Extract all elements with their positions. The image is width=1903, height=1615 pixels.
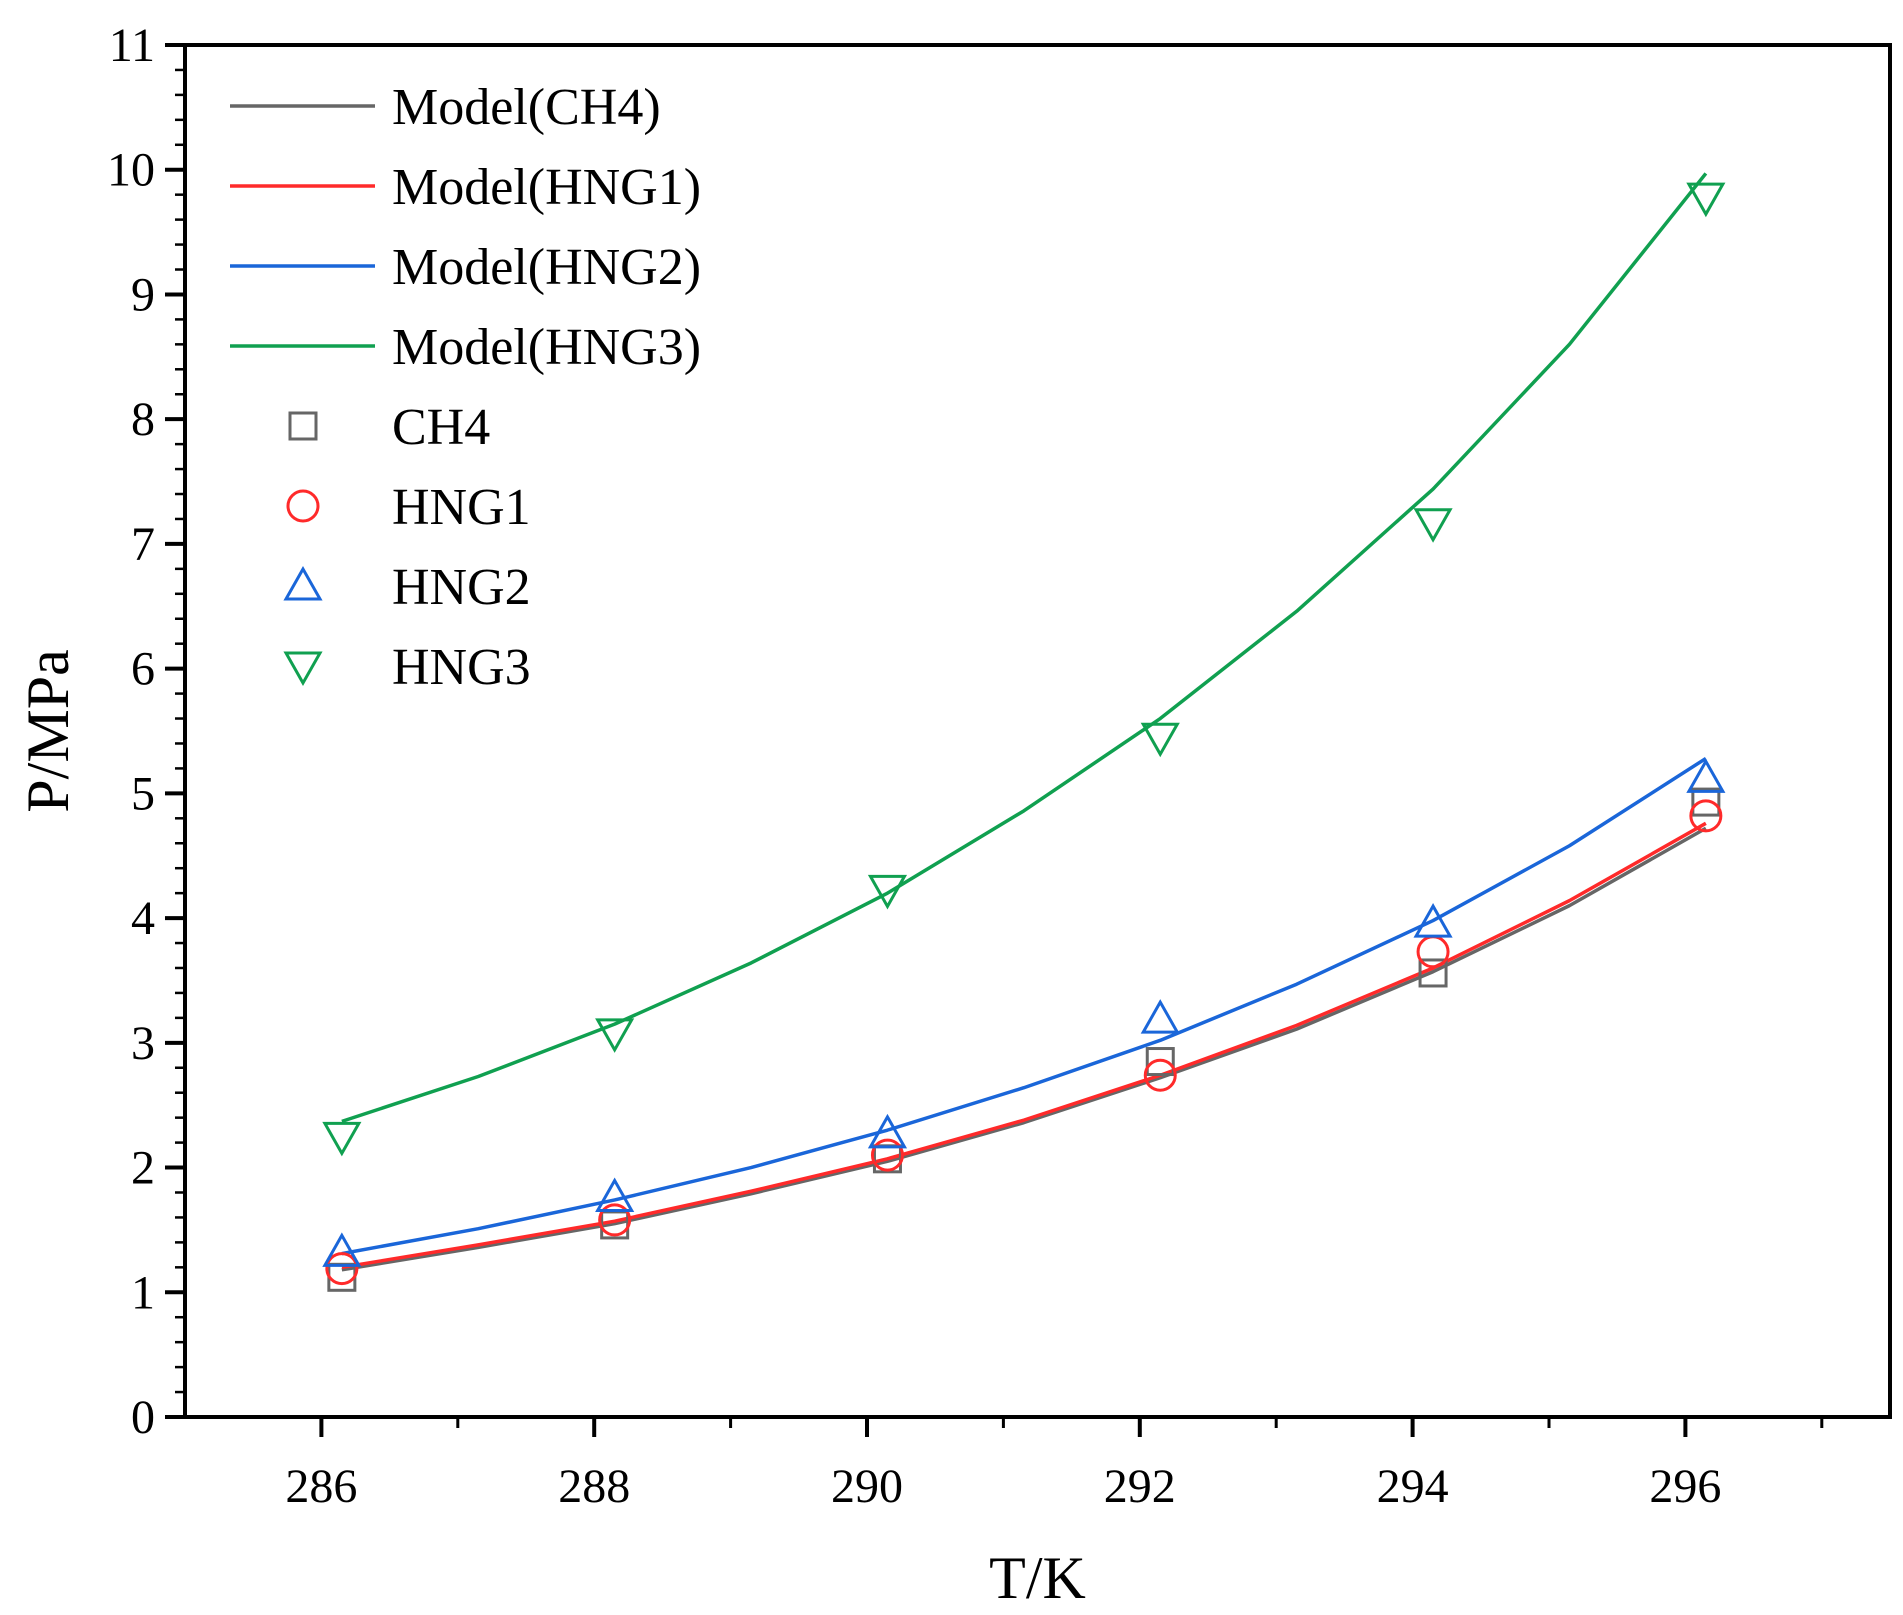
y-tick-label: 3: [131, 1017, 155, 1070]
legend-label: CH4: [392, 399, 490, 456]
legend-label: HNG3: [392, 639, 531, 696]
data-point: [1413, 508, 1453, 543]
data-point: [867, 1113, 908, 1149]
y-tick-label: 10: [107, 144, 155, 197]
y-axis-label: P/MPa: [15, 649, 81, 812]
x-tick-label: 286: [285, 1460, 357, 1513]
y-tick-label: 1: [131, 1266, 155, 1319]
data-point: [322, 1121, 362, 1157]
x-tick-label: 294: [1377, 1460, 1449, 1513]
data-point: [598, 1203, 632, 1237]
data-point: [1416, 935, 1450, 969]
data-point: [1689, 799, 1723, 833]
data-point: [1418, 958, 1448, 988]
legend-label: Model(CH4): [392, 79, 661, 136]
legend-marker-swatch: [286, 489, 320, 523]
data-point: [1686, 182, 1726, 218]
y-tick-label: 9: [131, 268, 155, 321]
y-tick-label: 5: [131, 767, 155, 820]
x-axis-label: T/K: [989, 1545, 1086, 1611]
y-tick-label: 4: [131, 892, 155, 945]
x-tick-label: 288: [558, 1460, 630, 1513]
data-point: [595, 1177, 635, 1212]
data-point: [325, 1252, 359, 1286]
legend-label: Model(HNG1): [392, 159, 701, 216]
data-point: [1143, 1058, 1177, 1092]
data-point: [1145, 1047, 1175, 1077]
y-tick-label: 11: [109, 19, 155, 72]
plot-frame: [183, 43, 1892, 1419]
y-tick-label: 7: [131, 518, 155, 571]
model-line: [341, 172, 1708, 1124]
legend-label: HNG1: [392, 479, 531, 536]
legend-label: Model(HNG2): [392, 239, 701, 296]
x-tick-label: 290: [831, 1460, 903, 1513]
legend-marker-swatch: [283, 565, 323, 601]
model-line: [341, 826, 1707, 1272]
data-point: [1691, 787, 1721, 817]
data-point: [1140, 999, 1180, 1034]
legend-label: Model(HNG3): [392, 319, 701, 376]
data-point: [870, 1138, 904, 1172]
data-point: [867, 874, 908, 910]
y-tick-label: 2: [131, 1142, 155, 1195]
axis-layer: 286 288 290 292 294 296 0 1 2 3 4 5 6 7 8 9 10 11: [107, 19, 1824, 1513]
legend: Model(CH4) Model(HNG1) Model(HNG2) Model(HN…: [230, 79, 701, 696]
data-point: [1140, 722, 1180, 758]
y-tick-label: 6: [131, 643, 155, 696]
model-line: [341, 821, 1707, 1270]
data-point: [322, 1232, 362, 1267]
legend-label: HNG2: [392, 559, 531, 616]
y-tick-label: 8: [131, 393, 155, 446]
legend-marker-swatch: [283, 651, 323, 687]
legend-marker-swatch: [288, 411, 318, 441]
data-point: [1413, 903, 1453, 938]
y-tick-label: 0: [131, 1391, 155, 1444]
x-tick-label: 292: [1104, 1460, 1176, 1513]
series-layer: [322, 172, 1726, 1292]
x-tick-label: 296: [1649, 1460, 1721, 1513]
model-line: [341, 756, 1707, 1256]
data-point: [595, 1018, 635, 1053]
data-point: [1686, 758, 1726, 793]
